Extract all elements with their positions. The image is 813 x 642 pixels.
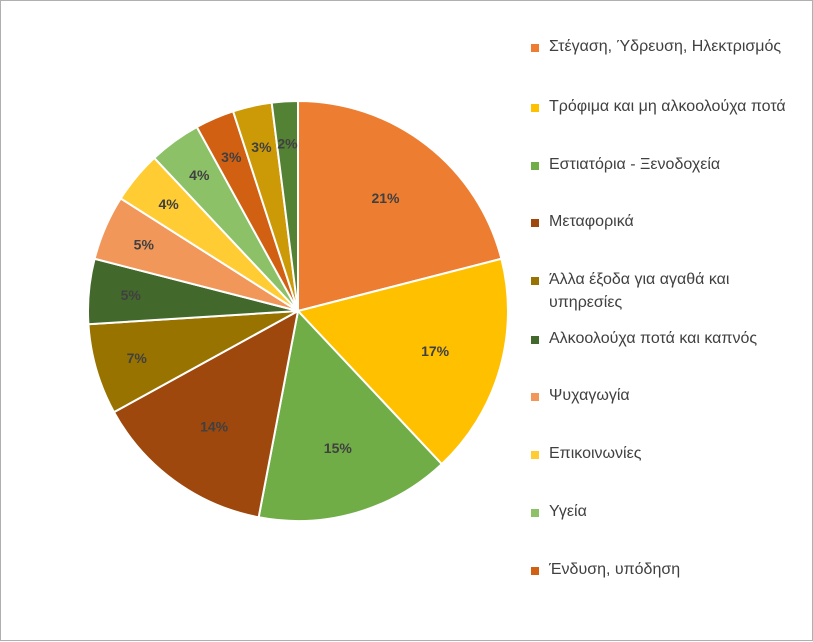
legend-item: Ένδυση, υπόδηση	[531, 558, 806, 581]
legend-swatch	[531, 44, 539, 52]
legend-label: Ψυχαγωγία	[549, 387, 630, 404]
data-label: 17%	[421, 343, 450, 359]
legend-swatch	[531, 277, 539, 285]
data-label: 21%	[371, 190, 400, 206]
legend-item: Τρόφιμα και μη αλκοολούχα ποτά	[531, 95, 806, 118]
legend-swatch	[531, 451, 539, 459]
legend-swatch	[531, 219, 539, 227]
legend-item: Στέγαση, Ύδρευση, Ηλεκτρισμός	[531, 35, 806, 58]
legend-item: Άλλα έξοδα για αγαθά και υπηρεσίες	[531, 268, 806, 314]
data-label: 5%	[121, 287, 142, 303]
pie-slice	[297, 99, 503, 313]
legend-swatch	[531, 393, 539, 401]
legend-swatch	[531, 104, 539, 112]
legend-label: Τρόφιμα και μη αλκοολούχα ποτά	[549, 98, 786, 115]
data-label: 5%	[134, 236, 155, 252]
data-label: 4%	[158, 196, 179, 212]
legend-label: Επικοινωνίες	[549, 445, 642, 462]
data-label: 2%	[277, 135, 298, 151]
legend-label: Άλλα έξοδα για αγαθά και υπηρεσίες	[549, 271, 730, 311]
legend-swatch	[531, 162, 539, 170]
pie-slice	[296, 257, 509, 466]
data-label: 15%	[324, 440, 353, 456]
data-label: 4%	[189, 167, 210, 183]
legend-label: Ένδυση, υπόδηση	[549, 561, 681, 578]
legend-item: Αλκοολούχα ποτά και καπνός	[531, 327, 806, 350]
legend-swatch	[531, 509, 539, 517]
legend-item: Εστιατόρια - Ξενοδοχεία	[531, 153, 806, 176]
legend-swatch	[531, 567, 539, 575]
legend-label: Στέγαση, Ύδρευση, Ηλεκτρισμός	[549, 38, 782, 55]
legend-label: Υγεία	[549, 503, 587, 520]
pie-slice	[257, 308, 444, 522]
legend-item: Επικοινωνίες	[531, 442, 806, 465]
legend-item: Μεταφορικά	[531, 210, 806, 233]
data-label: 3%	[221, 149, 242, 165]
data-label: 3%	[251, 139, 272, 155]
legend-item: Ψυχαγωγία	[531, 384, 806, 407]
legend-item: Υγεία	[531, 500, 806, 523]
legend-label: Εστιατόρια - Ξενοδοχεία	[549, 156, 721, 173]
legend-label: Μεταφορικά	[549, 213, 634, 230]
pie-slice	[270, 99, 299, 312]
data-label: 7%	[127, 350, 148, 366]
legend-swatch	[531, 336, 539, 344]
data-label: 14%	[200, 419, 229, 435]
pie-slice	[112, 309, 300, 519]
legend-label: Αλκοολούχα ποτά και καπνός	[549, 330, 758, 347]
